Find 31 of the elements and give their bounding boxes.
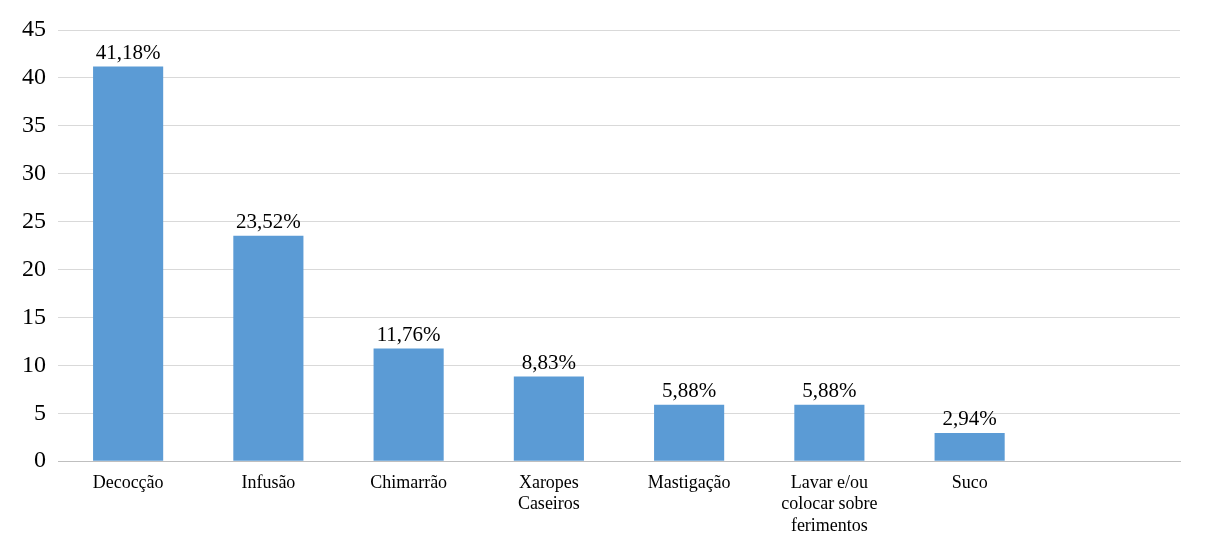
bar	[794, 404, 865, 461]
data-label: 5,88%	[802, 377, 857, 402]
y-tick-label: 15	[22, 302, 46, 329]
y-tick-label: 35	[22, 111, 46, 138]
bar	[934, 433, 1005, 461]
data-label: 11,76%	[376, 321, 441, 346]
y-tick-label: 10	[22, 350, 46, 377]
bar	[654, 404, 725, 461]
y-tick-label: 25	[22, 206, 46, 233]
x-tick-label: Xaropes Caseiros	[517, 471, 580, 514]
x-tick-label: Decocção	[92, 471, 164, 492]
bar	[373, 348, 444, 461]
data-label: 8,83%	[521, 349, 576, 374]
bar	[93, 66, 164, 461]
x-tick-label: Infusão	[241, 471, 296, 492]
data-label: 5,88%	[662, 377, 717, 402]
bar	[233, 235, 304, 461]
y-tick-label: 5	[34, 398, 46, 425]
x-tick-label: Lavar e/ou colocar sobre ferimentos	[781, 471, 878, 535]
y-tick-label: 30	[22, 159, 46, 186]
x-tick-label: Chimarrão	[370, 471, 448, 492]
y-tick-label: 45	[22, 15, 46, 42]
y-tick-label: 20	[22, 254, 46, 281]
x-tick-label: Suco	[951, 471, 988, 492]
y-tick-label: 0	[34, 446, 46, 473]
bar	[513, 376, 584, 461]
y-tick-label: 40	[22, 63, 46, 90]
data-label: 23,52%	[236, 208, 301, 233]
data-label: 2,94%	[942, 406, 997, 431]
x-tick-label: Mastigação	[647, 471, 731, 492]
data-label: 41,18%	[95, 39, 161, 64]
